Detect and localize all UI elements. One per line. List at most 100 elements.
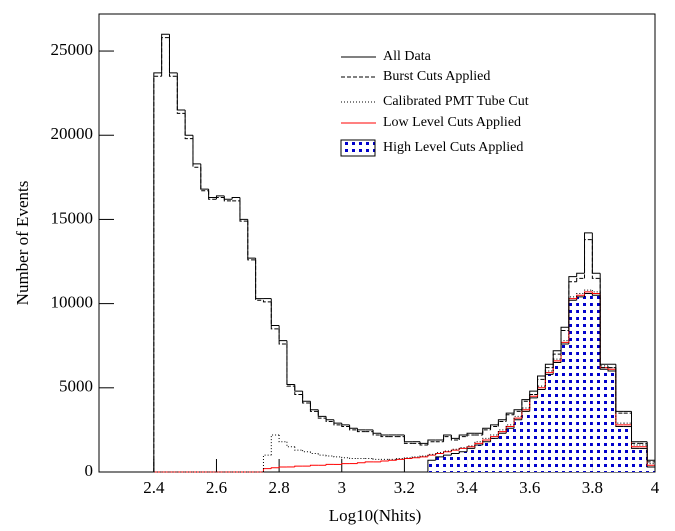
x-tick-label: 3.2 <box>394 478 415 497</box>
hist-step <box>450 452 460 456</box>
hist-step <box>419 456 428 458</box>
hist-step <box>153 72 162 472</box>
hist-step <box>576 272 585 277</box>
hist-step <box>286 344 295 387</box>
hist-step <box>497 419 507 425</box>
hist-step <box>184 109 193 136</box>
hist-fill <box>623 426 632 472</box>
hist-step <box>419 443 428 446</box>
hist-step <box>356 429 366 433</box>
hist-fill <box>553 362 562 472</box>
hist-step <box>466 445 475 448</box>
hist-step <box>482 429 491 435</box>
hist-step <box>255 258 264 300</box>
hist-fill <box>615 426 624 472</box>
hist-step <box>544 363 554 377</box>
hist-step <box>294 384 303 392</box>
legend-label: Burst Cuts Applied <box>383 69 490 84</box>
hist-step <box>200 163 209 190</box>
hist-step <box>380 434 389 438</box>
hist-step <box>568 296 577 341</box>
hist-step <box>192 135 201 165</box>
hist-step <box>443 434 452 441</box>
hist-step <box>341 456 350 459</box>
hist-step <box>552 350 562 365</box>
x-tick-label: 3.4 <box>456 478 478 497</box>
hist-step <box>474 441 483 446</box>
hist-step <box>458 434 468 439</box>
hist-step <box>427 454 436 457</box>
hist-step <box>356 428 366 431</box>
hist-step <box>482 427 491 434</box>
hist-step <box>521 399 530 410</box>
y-tick-label: 10000 <box>51 293 94 312</box>
hist-step <box>411 457 421 459</box>
hist-step <box>584 232 593 274</box>
hist-step <box>631 413 640 444</box>
hist-step <box>584 289 593 294</box>
hist-step <box>615 369 624 426</box>
hist-fill <box>514 419 522 472</box>
hist-step <box>560 326 569 351</box>
hist-step <box>270 298 280 327</box>
hist-step <box>380 460 389 462</box>
hist-step <box>490 434 499 439</box>
hist-step <box>513 409 522 414</box>
hist-step <box>443 436 452 442</box>
hist-step <box>270 301 280 330</box>
hist-step <box>631 411 640 443</box>
hist-step <box>302 391 311 402</box>
hist-step <box>286 441 295 448</box>
hist-step <box>591 232 601 274</box>
hist-fill <box>561 344 569 472</box>
hist-step <box>607 365 616 369</box>
hist-step <box>403 457 413 459</box>
hist-step <box>349 457 358 460</box>
hist-fill <box>459 451 468 472</box>
hist-fill <box>639 448 648 472</box>
hist-step <box>458 436 468 441</box>
hist-step <box>161 33 170 73</box>
hist-step <box>599 295 609 370</box>
hist-step <box>607 367 616 370</box>
hist-step <box>490 424 499 429</box>
hist-step <box>576 294 585 299</box>
hist-step <box>215 195 225 198</box>
hist-step <box>458 447 468 450</box>
hist-step <box>349 424 358 429</box>
hist-step <box>513 410 522 415</box>
hist-step <box>435 452 444 455</box>
legend-swatch <box>340 139 376 157</box>
hist-step <box>302 450 311 453</box>
hist-step <box>591 239 601 279</box>
hist-fill <box>506 428 515 472</box>
hist-step <box>591 290 601 293</box>
hist-step <box>380 433 389 436</box>
hist-step <box>427 439 436 444</box>
hist-fill <box>474 445 483 472</box>
hist-step <box>372 458 381 460</box>
hist-step <box>341 463 350 465</box>
hist-step <box>458 447 468 451</box>
y-tick-label: 20000 <box>51 124 94 143</box>
hist-step <box>599 291 609 367</box>
hist-step <box>317 409 327 417</box>
hist-step <box>176 72 186 111</box>
hist-fill <box>451 453 460 472</box>
hist-fill <box>537 389 546 472</box>
hist-fill <box>529 397 538 472</box>
hist-step <box>262 454 272 472</box>
hist-step <box>450 448 460 451</box>
hist-step <box>294 386 303 396</box>
x-tick-label: 2.6 <box>206 478 227 497</box>
hist-step <box>356 462 366 464</box>
hist-step <box>576 293 585 297</box>
hist-step <box>278 325 287 342</box>
hist-step <box>231 197 240 200</box>
hist-step <box>427 453 436 457</box>
hist-step <box>325 455 334 457</box>
hist-step <box>576 277 585 282</box>
hist-step <box>270 467 280 469</box>
y-tick-label: 0 <box>85 461 94 480</box>
hist-fill <box>490 438 499 472</box>
